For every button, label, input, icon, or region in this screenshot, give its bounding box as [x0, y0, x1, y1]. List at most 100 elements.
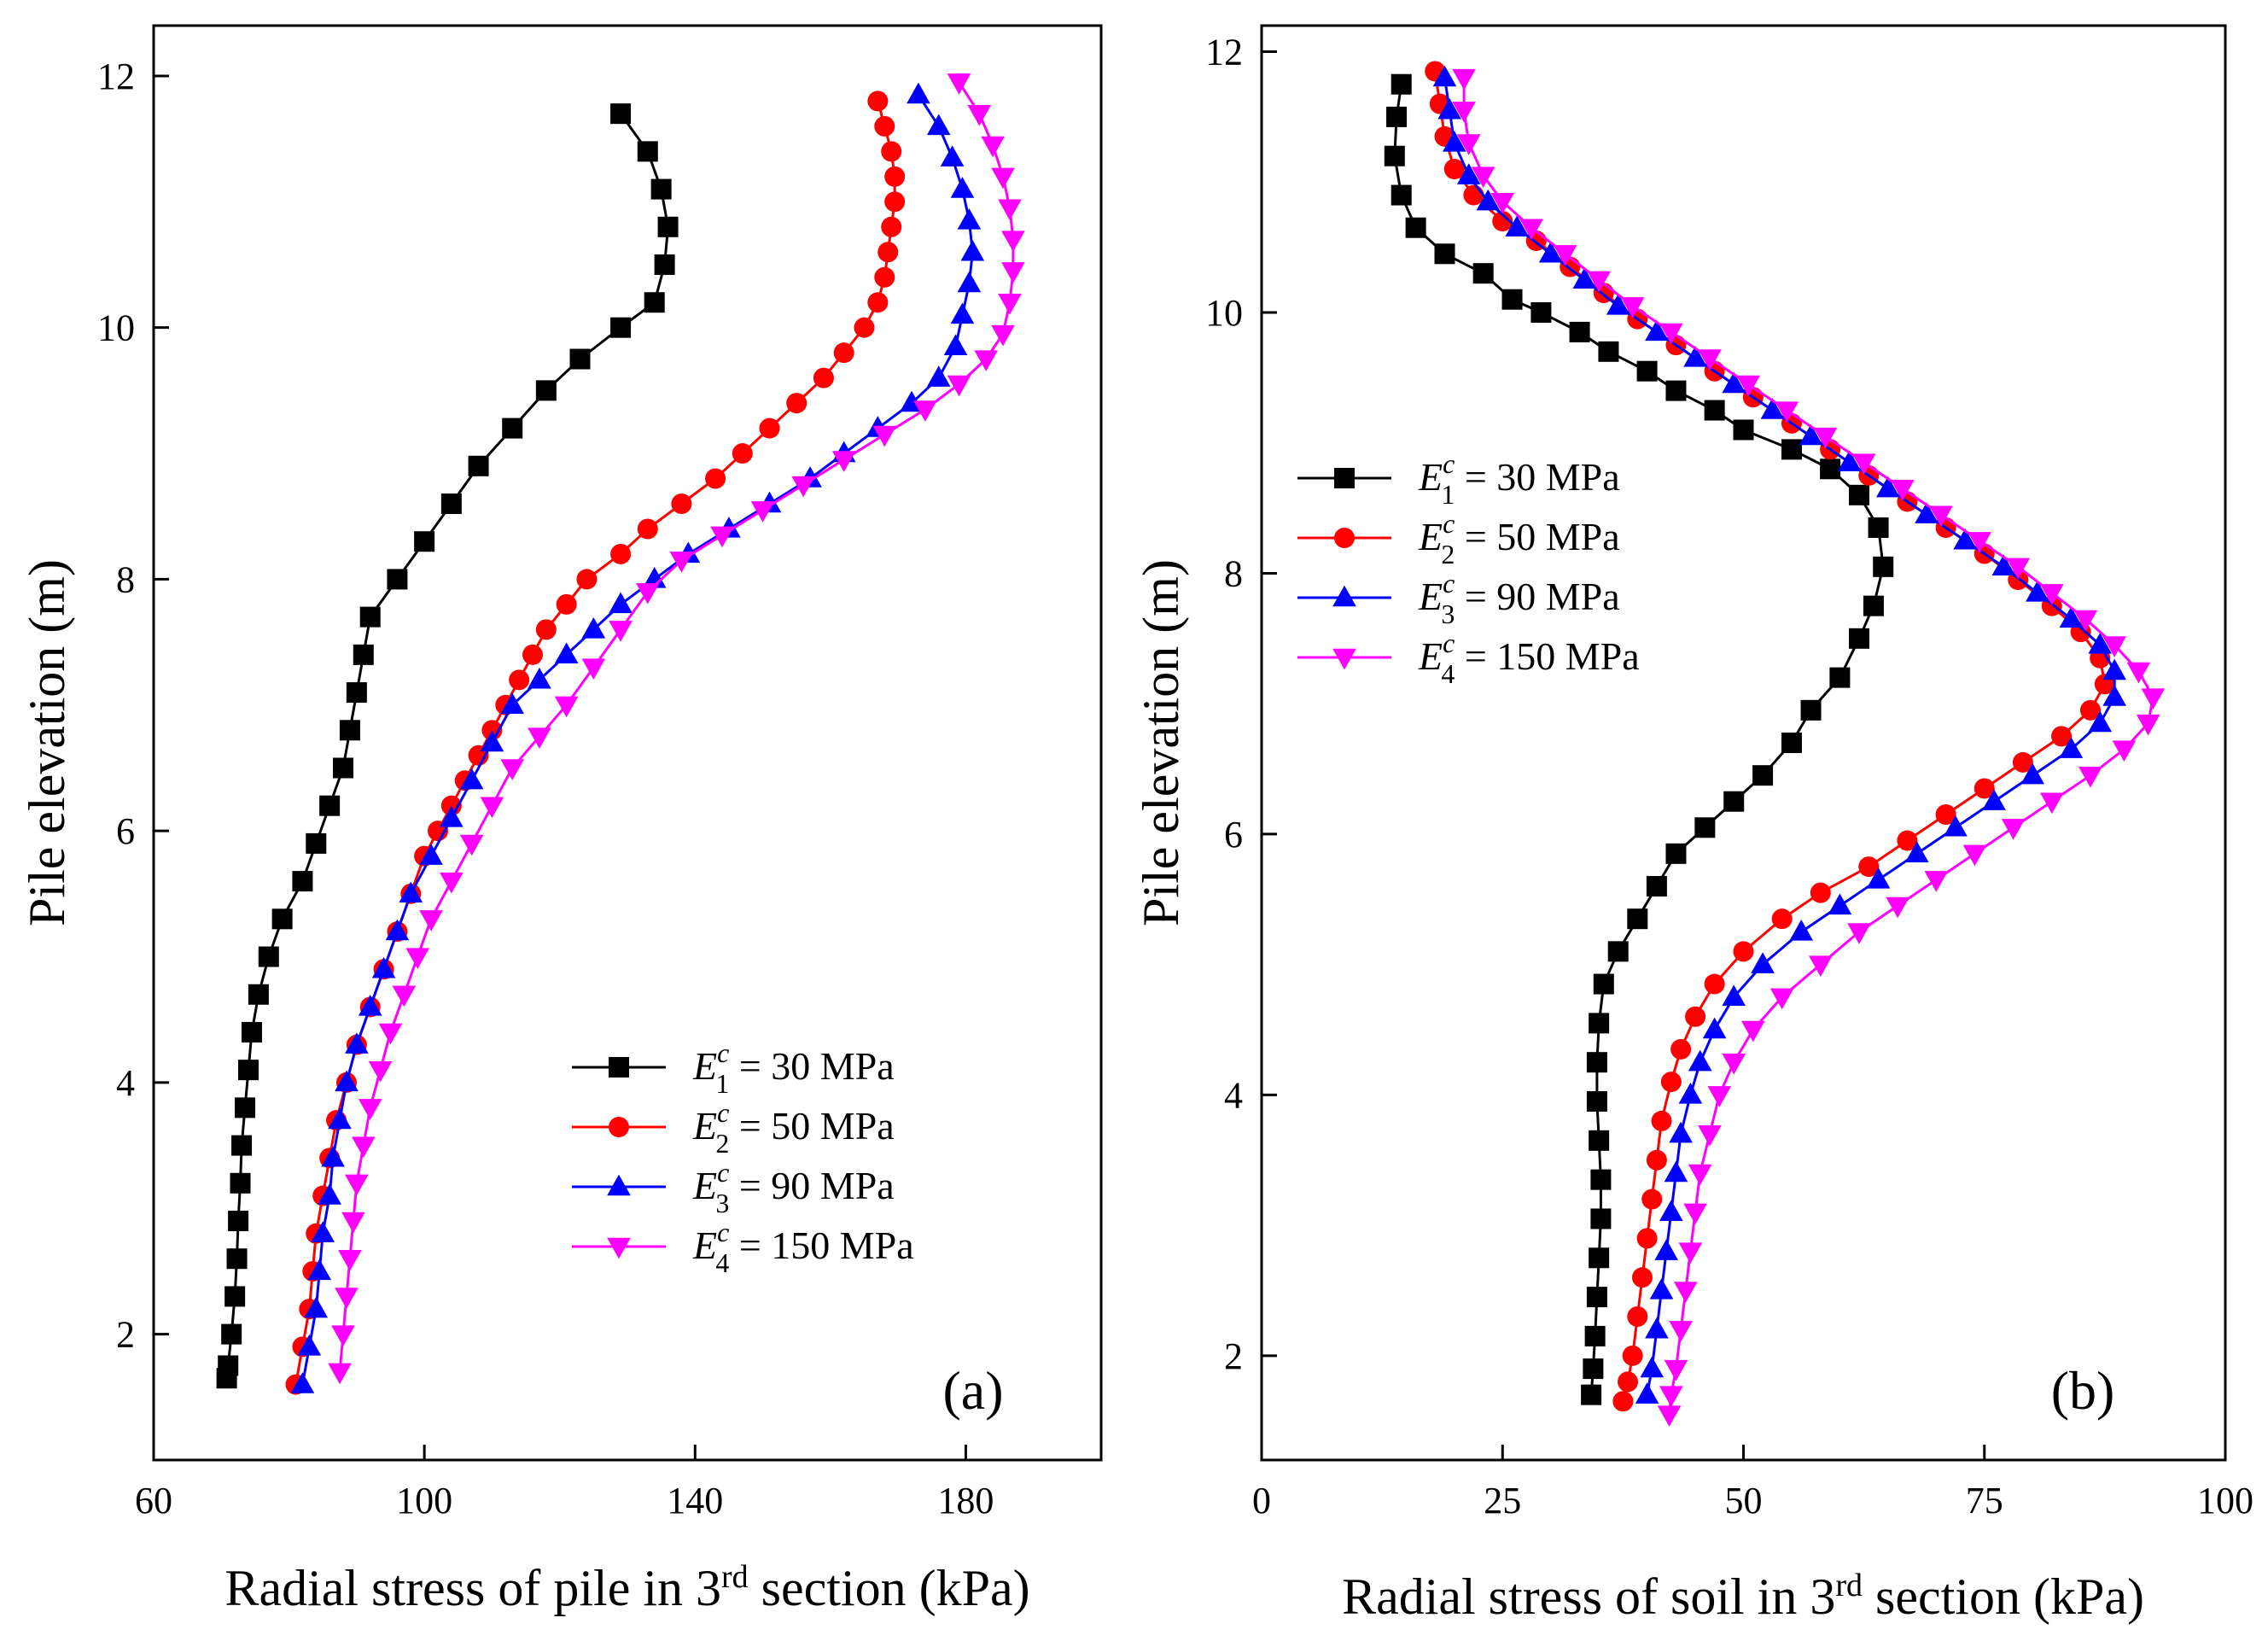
data-point — [378, 1023, 403, 1045]
data-point — [1443, 131, 1466, 152]
data-point — [881, 216, 902, 237]
data-point — [926, 365, 951, 387]
legend-value: = 90 MPa — [729, 1164, 894, 1207]
data-point — [1688, 1049, 1712, 1072]
data-point — [1405, 217, 1426, 238]
data-point — [732, 443, 753, 464]
y-tick-label: 8 — [116, 558, 135, 600]
data-point — [998, 294, 1022, 315]
data-point — [1781, 733, 1802, 753]
data-point — [335, 1288, 359, 1309]
data-point — [1612, 1391, 1634, 1412]
legend-entry: Ec 2 = 50 MPa — [692, 1097, 895, 1159]
legend-sub: 1 — [1441, 479, 1455, 510]
data-point — [405, 948, 430, 969]
data-point — [1434, 243, 1455, 265]
data-point — [1800, 699, 1822, 721]
legend-marker — [609, 1057, 629, 1078]
data-point — [1641, 1189, 1663, 1210]
data-point — [319, 795, 341, 816]
data-point — [1924, 871, 1949, 892]
data-point — [2141, 688, 2166, 710]
data-point — [1569, 321, 1590, 342]
data-point — [335, 1070, 359, 1092]
legend-marker — [609, 1117, 629, 1137]
data-point — [967, 104, 992, 126]
data-point — [224, 1286, 246, 1307]
data-point — [1654, 1239, 1678, 1260]
data-point — [957, 271, 982, 293]
data-point — [1553, 245, 1577, 266]
y-tick-label: 12 — [1205, 32, 1243, 73]
data-point — [2126, 662, 2151, 684]
data-point — [1664, 1359, 1688, 1381]
data-point — [351, 1136, 376, 1158]
data-point — [884, 166, 906, 187]
legend-symbol: E — [1418, 634, 1443, 678]
data-point — [854, 317, 875, 338]
x-tick-label: 50 — [1725, 1480, 1763, 1521]
x-axis-title-sup: rd — [721, 1559, 749, 1595]
data-point — [321, 1145, 345, 1167]
legend-entry: Ec 4 = 150 MPa — [1418, 628, 1640, 689]
data-point — [468, 455, 489, 476]
data-point — [1968, 532, 1991, 553]
legend-sub: 3 — [1441, 599, 1455, 629]
y-tick-label: 4 — [116, 1062, 135, 1104]
data-point — [957, 208, 982, 230]
data-point — [947, 73, 971, 95]
data-point — [2088, 633, 2113, 654]
data-point — [1452, 102, 1476, 123]
data-point — [1669, 1321, 1693, 1342]
legend-sup: c — [1443, 568, 1455, 599]
data-point — [1635, 1382, 1659, 1404]
legend-entry: Ec 3 = 90 MPa — [1418, 568, 1620, 629]
legend-sub: 4 — [715, 1247, 729, 1278]
data-point — [1771, 908, 1793, 930]
legend-sup: c — [717, 1097, 729, 1128]
data-point — [1587, 271, 1611, 293]
data-point — [874, 115, 895, 137]
data-point — [1586, 1287, 1607, 1308]
data-point — [1678, 1242, 1703, 1264]
data-point — [1897, 830, 1918, 851]
data-point — [333, 757, 353, 779]
legend-sup: c — [717, 1157, 729, 1188]
legend-sup: c — [717, 1037, 729, 1068]
data-point — [1463, 184, 1484, 206]
data-point — [1649, 1278, 1674, 1299]
data-point — [290, 1372, 315, 1393]
legend-marker — [1332, 648, 1356, 670]
data-point — [1530, 302, 1552, 323]
data-point — [1751, 952, 1775, 973]
data-point — [1631, 1267, 1653, 1288]
data-point — [306, 832, 327, 854]
data-point — [2136, 714, 2160, 736]
y-tick-label: 4 — [1224, 1074, 1243, 1116]
data-point — [1873, 556, 1894, 577]
data-point — [1664, 1160, 1688, 1183]
data-point — [1876, 476, 1900, 498]
data-point — [2102, 658, 2126, 680]
data-point — [1820, 458, 1841, 480]
legend-sub: 3 — [715, 1188, 729, 1218]
data-point — [1620, 297, 1645, 318]
data-point — [528, 667, 551, 689]
data-point — [238, 1060, 259, 1081]
data-point — [1698, 1124, 1722, 1147]
data-point — [231, 1135, 253, 1156]
data-point — [345, 1032, 369, 1054]
data-point — [833, 342, 854, 364]
data-point — [331, 1325, 355, 1347]
data-point — [1476, 189, 1501, 211]
data-point — [1781, 439, 1802, 460]
data-point — [1572, 267, 1597, 289]
data-point — [671, 494, 692, 514]
data-point — [947, 375, 971, 397]
data-point — [1702, 1017, 1727, 1039]
data-point — [576, 569, 598, 590]
data-point — [480, 730, 504, 752]
data-point — [1683, 1203, 1707, 1225]
